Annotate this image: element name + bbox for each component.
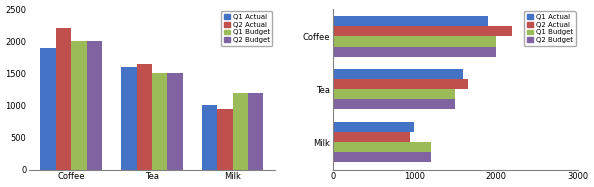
Bar — [71, 41, 87, 170]
Bar — [333, 79, 467, 89]
Bar — [333, 99, 455, 109]
Bar — [87, 41, 102, 170]
Bar — [40, 48, 56, 170]
Bar — [121, 67, 137, 170]
Bar — [333, 26, 513, 36]
Bar — [333, 36, 496, 47]
Bar — [152, 73, 168, 170]
Bar — [137, 64, 152, 170]
Bar — [202, 105, 217, 170]
Bar — [333, 89, 455, 99]
Bar — [333, 47, 496, 56]
Legend: Q1 Actual, Q2 Actual, Q1 Budget, Q2 Budget: Q1 Actual, Q2 Actual, Q1 Budget, Q2 Budg… — [524, 11, 576, 46]
Bar — [168, 73, 182, 170]
Bar — [333, 132, 410, 142]
Bar — [248, 93, 263, 170]
Bar — [333, 16, 488, 26]
Bar — [333, 69, 463, 79]
Bar — [233, 93, 248, 170]
Bar — [217, 109, 233, 170]
Legend: Q1 Actual, Q2 Actual, Q1 Budget, Q2 Budget: Q1 Actual, Q2 Actual, Q1 Budget, Q2 Budg… — [221, 11, 273, 46]
Bar — [56, 28, 71, 170]
Bar — [333, 142, 431, 152]
Bar — [333, 122, 415, 132]
Bar — [333, 152, 431, 162]
